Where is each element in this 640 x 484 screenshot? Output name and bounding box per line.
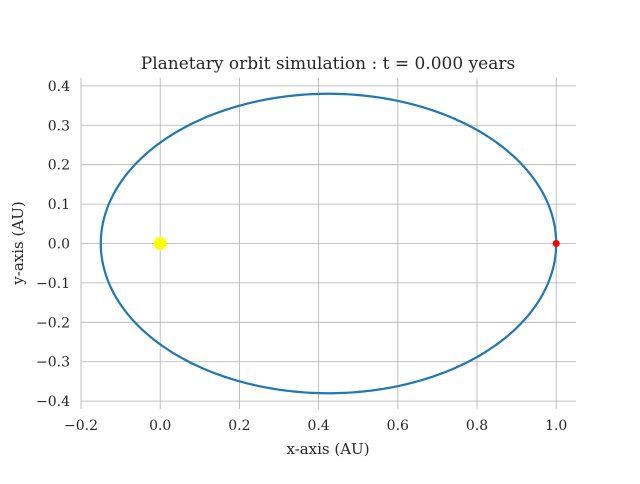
y-tick-label: 0.2 [48,158,70,174]
y-tick-label: −0.1 [36,276,70,292]
y-tick-label: −0.3 [36,355,70,371]
chart-title: Planetary orbit simulation : t = 0.000 y… [141,54,515,74]
x-tick-label: 1.0 [545,418,567,434]
planet-marker [552,240,560,247]
x-tick-label: 0.0 [149,418,171,434]
tick-labels: −0.2 0.0 0.2 0.4 0.6 0.8 1.0 −0.4 −0.3 −0.2 −0.1 0.… [36,79,567,434]
orbit-path [99,92,558,395]
y-tick-label: −0.4 [36,394,70,410]
x-tick-label: 0.6 [387,418,409,434]
y-tick-label: 0.1 [48,197,70,213]
y-axis-label: y-axis (AU) [9,201,27,285]
data-layer [99,92,560,395]
y-tick-label: 0.3 [48,118,70,134]
y-tick-label: 0.4 [48,79,70,95]
grid [80,78,576,409]
x-tick-label: 0.2 [228,418,250,434]
x-tick-label: −0.2 [64,418,98,434]
y-tick-label: 0.0 [48,237,70,253]
x-tick-label: 0.4 [307,418,329,434]
star-marker [153,237,167,250]
y-tick-label: −0.2 [36,315,70,331]
x-axis-label: x-axis (AU) [286,440,369,458]
x-tick-label: 0.8 [466,418,488,434]
